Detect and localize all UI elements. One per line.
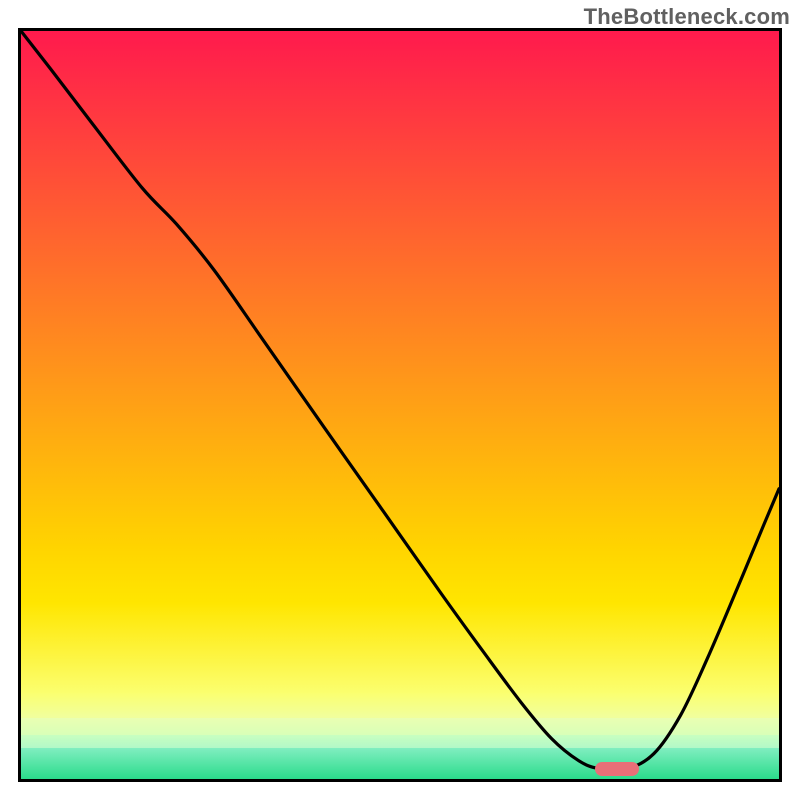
optimal-marker — [595, 762, 639, 776]
plot-area — [18, 28, 782, 782]
watermark-text: TheBottleneck.com — [584, 4, 790, 30]
bottleneck-curve — [21, 31, 779, 779]
chart-container: TheBottleneck.com — [0, 0, 800, 800]
